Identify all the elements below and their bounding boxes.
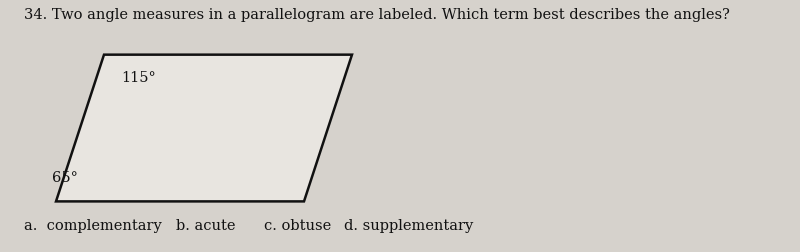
Text: a.  complementary: a. complementary: [24, 218, 162, 232]
Text: 115°: 115°: [122, 71, 156, 84]
Text: 34. Two angle measures in a parallelogram are labeled. Which term best describes: 34. Two angle measures in a parallelogra…: [24, 8, 730, 21]
Text: 65°: 65°: [52, 170, 78, 184]
Polygon shape: [56, 55, 352, 202]
Text: d. supplementary: d. supplementary: [344, 218, 474, 232]
Text: c. obtuse: c. obtuse: [264, 218, 331, 232]
Text: b. acute: b. acute: [176, 218, 235, 232]
